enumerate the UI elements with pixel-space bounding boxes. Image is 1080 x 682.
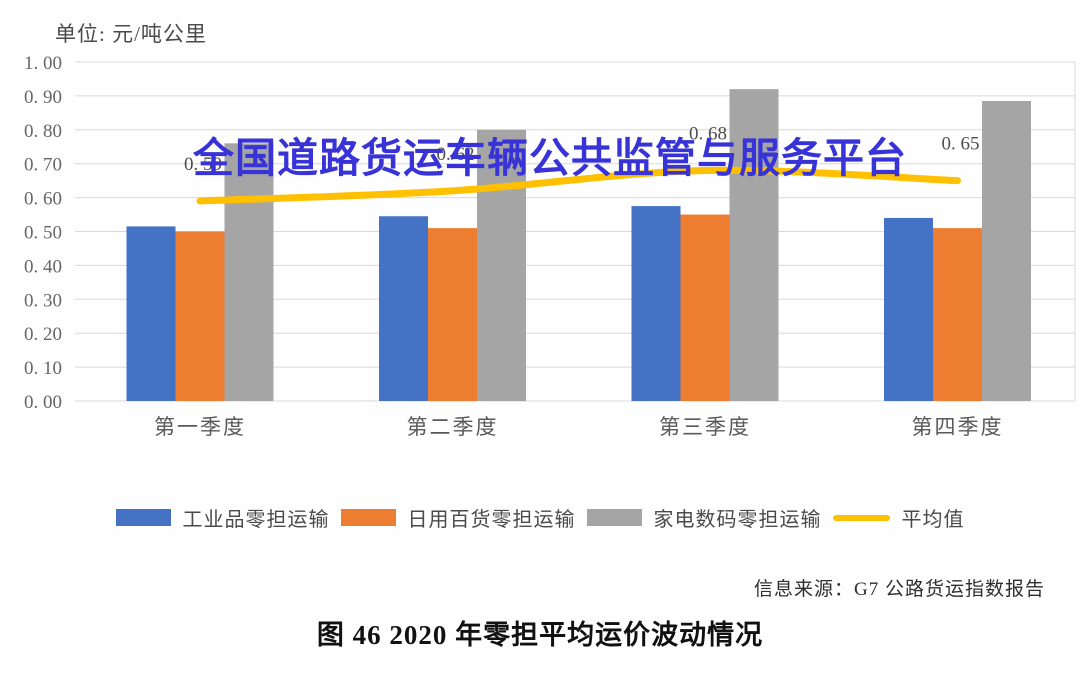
bar <box>477 129 526 402</box>
legend-label-industrial: 工业品零担运输 <box>182 509 330 531</box>
watermark-overlay: 全国道路货运车辆公共监管与服务平台 <box>193 135 907 181</box>
average-point-label: 0. 62 <box>437 144 475 165</box>
x-axis-label: 第三季度 <box>659 415 751 439</box>
legend-swatch-industrial <box>115 509 171 526</box>
y-axis-tick-label: 0. 80 <box>24 121 62 142</box>
unit-label: 单位: 元/吨公里 <box>55 22 207 46</box>
legend-item-daily-goods: 日用百货零担运输 <box>340 503 576 532</box>
legend-label-appliance-digital: 家电数码零担运输 <box>653 509 822 531</box>
y-axis-tick-label: 0. 90 <box>24 87 62 108</box>
average-point-label: 0. 68 <box>689 123 727 144</box>
y-axis-tick-label: 1. 00 <box>24 53 62 74</box>
figure-caption: 图 46 2020 年零担平均运价波动情况 <box>316 620 764 650</box>
source-note: 信息来源：G7 公路货运指数报告 <box>754 579 1045 600</box>
bar <box>982 100 1031 402</box>
y-axis-tick-label: 0. 10 <box>24 358 62 379</box>
average-point-label: 0. 65 <box>942 134 980 155</box>
y-axis-tick-label: 0. 20 <box>24 324 62 345</box>
x-axis-label: 第一季度 <box>154 415 246 439</box>
bar <box>729 89 779 402</box>
x-axis-label: 第二季度 <box>407 415 499 439</box>
bar <box>933 228 982 401</box>
legend-label-average: 平均值 <box>901 509 965 531</box>
y-axis-tick-label: 0. 50 <box>24 223 62 244</box>
y-axis-tick-label: 0. 70 <box>24 155 62 176</box>
y-axis-tick-label: 0. 00 <box>24 392 62 413</box>
bar <box>126 226 176 401</box>
legend-swatch-appliance-digital <box>586 509 642 526</box>
average-line <box>196 166 961 205</box>
bar <box>631 206 681 401</box>
y-axis-tick-label: 0. 30 <box>24 290 62 311</box>
chart-legend: 工业品零担运输 日用百货零担运输 家电数码零担运输 平均值 <box>0 503 1080 532</box>
y-axis-tick-label: 0. 40 <box>24 256 62 277</box>
legend-swatch-daily-goods <box>340 509 396 526</box>
legend-label-daily-goods: 日用百货零担运输 <box>407 509 576 531</box>
bar <box>884 217 933 401</box>
average-point-label: 0. 59 <box>184 154 222 175</box>
x-axis-label: 第四季度 <box>912 415 1004 439</box>
bar <box>428 228 477 401</box>
bar <box>224 143 274 402</box>
legend-item-average: 平均值 <box>832 503 965 532</box>
legend-swatch-average-line <box>832 514 890 521</box>
legend-item-appliance-digital: 家电数码零担运输 <box>586 503 822 532</box>
bar <box>680 214 730 401</box>
bar <box>175 231 225 401</box>
y-axis-tick-label: 0. 60 <box>24 189 62 210</box>
bar <box>379 216 428 401</box>
legend-item-industrial: 工业品零担运输 <box>115 503 330 532</box>
